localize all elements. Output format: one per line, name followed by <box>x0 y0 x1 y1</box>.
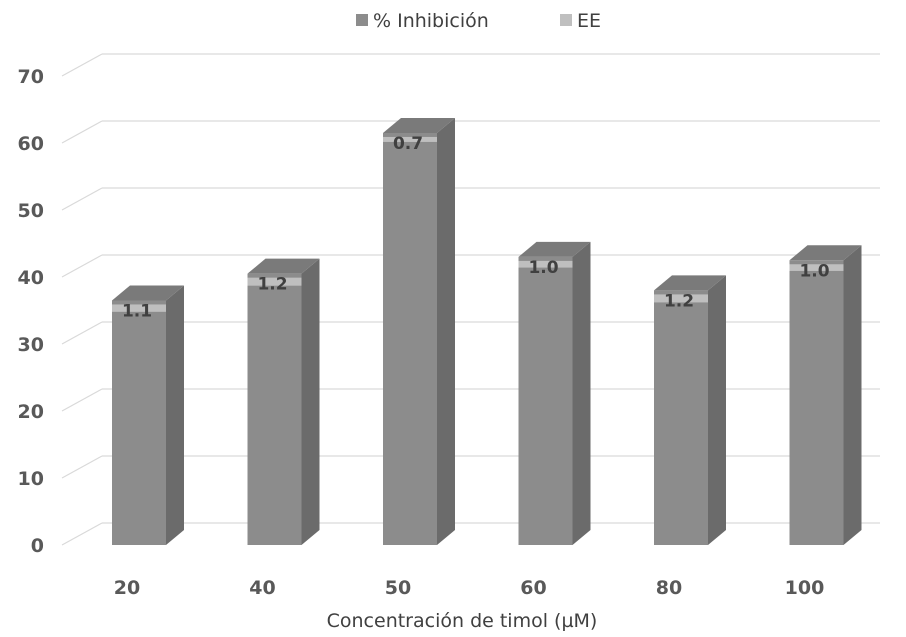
bar-side <box>843 245 862 545</box>
gridline-diagonal <box>61 187 103 211</box>
y-tick-label: 60 <box>18 133 44 155</box>
y-axis: 0 10 20 30 40 50 60 70 <box>18 66 44 557</box>
legend-swatch <box>560 14 572 26</box>
data-label: 1.2 <box>664 291 694 311</box>
bars: 1.1 1.2 0.7 1.0 1.2 1.0 <box>112 117 862 545</box>
bar-group: 1.1 <box>112 285 184 545</box>
gridlines <box>61 53 880 546</box>
bar-side <box>166 285 184 545</box>
y-tick-label: 0 <box>31 535 44 557</box>
data-label: 1.2 <box>257 275 287 295</box>
gridline-diagonal <box>61 388 103 412</box>
bar <box>247 273 302 545</box>
bar-group: 1.2 <box>654 275 726 545</box>
bar-top <box>383 117 455 133</box>
x-tick-label: 80 <box>656 577 682 599</box>
bar-group: 1.0 <box>518 241 591 545</box>
data-label: 0.7 <box>393 134 423 154</box>
bar-side <box>708 275 726 545</box>
x-tick-label: 20 <box>114 577 140 599</box>
x-axis-title: Concentración de timol (µM) <box>327 610 598 632</box>
bar-side <box>301 258 320 545</box>
bar-top <box>112 285 184 301</box>
bar-top <box>789 245 862 261</box>
ee-segment <box>383 136 437 142</box>
data-label: 1.0 <box>799 261 829 281</box>
bar-group: 0.7 <box>383 117 455 545</box>
y-tick-label: 20 <box>18 401 44 423</box>
y-tick-label: 70 <box>18 66 44 88</box>
legend-swatch <box>356 14 368 26</box>
ee-segment <box>112 304 166 312</box>
data-label: 1.0 <box>528 258 558 278</box>
legend-label: % Inhibición <box>373 10 489 32</box>
gridline-diagonal <box>61 254 103 278</box>
bar-top <box>518 241 591 257</box>
bar-top <box>247 258 320 274</box>
bar-side <box>572 241 591 545</box>
bar <box>518 256 573 545</box>
data-label: 1.1 <box>122 301 152 321</box>
gridline-diagonal <box>61 455 103 479</box>
y-tick-label: 50 <box>18 200 44 222</box>
bar <box>112 300 166 545</box>
bar-group: 1.0 <box>789 245 862 545</box>
ee-segment <box>518 260 573 268</box>
ee-segment <box>654 294 708 303</box>
x-tick-label: 40 <box>249 577 275 599</box>
x-tick-label: 60 <box>520 577 546 599</box>
ee-segment <box>789 264 844 271</box>
y-tick-label: 30 <box>18 334 44 356</box>
legend: % Inhibición EE <box>356 10 601 32</box>
gridline-diagonal <box>61 120 103 144</box>
x-tick-label: 50 <box>385 577 411 599</box>
gridline-diagonal <box>61 53 103 77</box>
y-tick-label: 40 <box>18 267 44 289</box>
bar <box>789 260 844 545</box>
bar-group: 1.2 <box>247 258 320 545</box>
bar-top <box>654 275 726 291</box>
y-tick-label: 10 <box>18 468 44 490</box>
bar <box>383 132 437 545</box>
gridline-diagonal <box>61 522 103 546</box>
x-axis: 20 40 50 60 80 100 <box>114 577 825 599</box>
ee-segment <box>247 277 302 286</box>
bar-side <box>437 117 455 545</box>
x-tick-label: 100 <box>785 577 825 599</box>
legend-label: EE <box>577 10 601 32</box>
bar <box>654 290 708 545</box>
gridline-diagonal <box>61 321 103 345</box>
